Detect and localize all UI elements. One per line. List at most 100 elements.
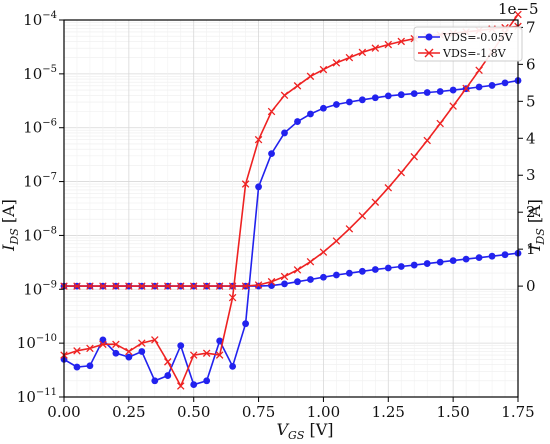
y-right-label-unit: [A] bbox=[525, 199, 544, 228]
y-right-axis-label: IDS [A] bbox=[525, 199, 547, 252]
legend-box bbox=[413, 26, 523, 62]
data-point-0 bbox=[242, 320, 250, 328]
data-point-0 bbox=[358, 267, 366, 275]
data-point-1 bbox=[475, 66, 483, 75]
data-point-1 bbox=[345, 53, 354, 62]
data-point-0 bbox=[203, 377, 211, 385]
data-point-0 bbox=[397, 263, 405, 270]
data-point-0 bbox=[423, 260, 431, 267]
data-point-0 bbox=[307, 110, 314, 118]
data-point-0 bbox=[281, 280, 288, 288]
x-tick-label: 0.50 bbox=[177, 403, 210, 421]
data-point-0 bbox=[475, 254, 483, 262]
legend: VDS=-0.05V VDS=-1.8V bbox=[413, 26, 523, 62]
data-point-1 bbox=[138, 339, 146, 347]
x-tick-label: 1.00 bbox=[307, 403, 340, 421]
y-left-tick-label: 10−5 bbox=[23, 64, 57, 83]
data-point-0 bbox=[294, 278, 301, 286]
data-point-0 bbox=[449, 86, 457, 94]
x-tick-label: 0.75 bbox=[242, 403, 275, 421]
data-point-1 bbox=[358, 212, 367, 220]
data-point-0 bbox=[449, 257, 457, 265]
data-point-0 bbox=[190, 381, 198, 388]
data-point-0 bbox=[320, 104, 327, 112]
axes-layer: 0.00 0.25 0.50 0.75 1.00 1.25 1.50 1.75 10−11 10−… bbox=[17, 10, 536, 421]
data-point-1 bbox=[164, 358, 172, 366]
x-tick-label: 1.75 bbox=[501, 403, 534, 421]
data-point-0 bbox=[384, 92, 392, 100]
y-left-tick-label: 10−9 bbox=[23, 279, 57, 298]
x-tick-label: 1.50 bbox=[436, 403, 469, 421]
data-point-0 bbox=[125, 353, 133, 361]
data-point-1 bbox=[151, 336, 159, 344]
y-left-tick-label: 10−11 bbox=[17, 387, 57, 406]
data-point-0 bbox=[216, 337, 224, 345]
y-right-tick-label: 7 bbox=[526, 18, 536, 36]
data-point-1 bbox=[384, 184, 393, 192]
data-point-1 bbox=[462, 84, 470, 93]
y-right-tick-label: 3 bbox=[526, 166, 536, 184]
legend-entry-0: VDS=-0.05V bbox=[418, 31, 514, 44]
legend-marker-0 bbox=[425, 33, 433, 41]
data-point-1 bbox=[423, 136, 431, 145]
data-point-1 bbox=[228, 282, 237, 290]
data-point-0 bbox=[475, 83, 483, 91]
data-point-1 bbox=[436, 119, 444, 128]
data-point-1 bbox=[449, 102, 457, 110]
x-axis-label-sub: GS bbox=[288, 429, 305, 442]
y-left-tick-label: 10−10 bbox=[17, 333, 57, 352]
data-point-1 bbox=[99, 340, 107, 349]
data-point-0 bbox=[371, 94, 379, 102]
data-point-1 bbox=[112, 340, 120, 349]
data-point-1 bbox=[99, 282, 107, 290]
data-point-0 bbox=[320, 273, 327, 281]
data-point-1 bbox=[228, 293, 237, 302]
data-point-1 bbox=[189, 351, 198, 359]
data-point-1 bbox=[345, 225, 354, 233]
data-point-0 bbox=[371, 266, 379, 273]
data-point-0 bbox=[462, 255, 470, 263]
data-point-0 bbox=[488, 252, 496, 260]
data-point-1 bbox=[280, 272, 289, 281]
data-point-1 bbox=[73, 347, 81, 355]
y-left-tick-label: 10−6 bbox=[23, 118, 57, 137]
data-point-0 bbox=[229, 362, 237, 370]
x-tick-label: 1.25 bbox=[372, 403, 405, 421]
data-point-1 bbox=[215, 351, 224, 359]
y-right-tick-label: 1 bbox=[526, 240, 536, 258]
data-point-0 bbox=[164, 372, 172, 379]
data-point-0 bbox=[384, 264, 392, 272]
y-left-label-main: I bbox=[0, 244, 18, 252]
y-right-tick-label: 6 bbox=[526, 55, 536, 73]
data-point-1 bbox=[241, 282, 250, 290]
data-point-0 bbox=[436, 88, 444, 95]
data-point-0 bbox=[488, 82, 496, 89]
y-right-tick-label: 4 bbox=[526, 129, 536, 147]
data-point-0 bbox=[73, 363, 81, 371]
data-point-0 bbox=[99, 336, 107, 344]
data-point-0 bbox=[345, 98, 353, 106]
x-axis-label-unit: [V] bbox=[304, 420, 333, 439]
data-point-1 bbox=[397, 37, 406, 46]
data-point-1 bbox=[358, 48, 367, 57]
data-point-0 bbox=[436, 258, 444, 266]
data-point-0 bbox=[333, 271, 340, 279]
y-right-label-sub: DS bbox=[534, 228, 547, 246]
data-point-1 bbox=[176, 382, 185, 390]
y-left-tick-label: 10−4 bbox=[23, 10, 57, 29]
data-point-1 bbox=[371, 198, 380, 206]
data-point-0 bbox=[177, 342, 185, 350]
data-point-1 bbox=[112, 282, 120, 290]
data-point-1 bbox=[151, 282, 159, 290]
y-left-tick-label: 10−8 bbox=[23, 225, 57, 244]
data-point-0 bbox=[307, 276, 314, 283]
y-left-label-unit: [A] bbox=[0, 199, 18, 228]
y-right-tick-label: 5 bbox=[526, 92, 536, 110]
data-point-0 bbox=[281, 129, 288, 137]
data-point-0 bbox=[151, 377, 159, 385]
legend-label-0: VDS=-0.05V bbox=[442, 31, 514, 44]
data-point-0 bbox=[345, 269, 353, 277]
data-point-1 bbox=[86, 344, 94, 353]
